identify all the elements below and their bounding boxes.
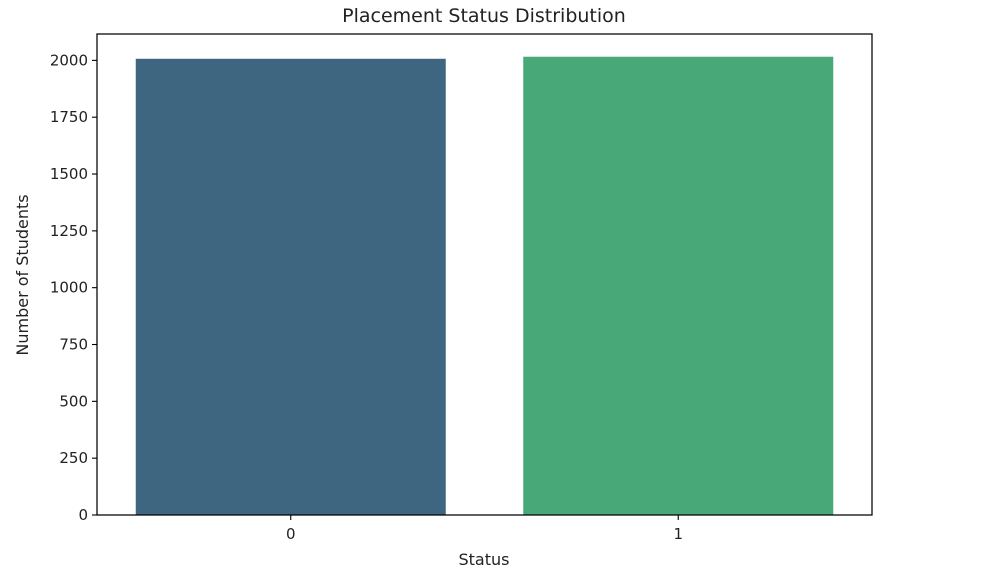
x-tick-label: 1 (673, 525, 683, 543)
chart-title: Placement Status Distribution (342, 5, 626, 27)
y-tick-label: 500 (59, 392, 88, 410)
y-tick-label: 2000 (50, 51, 88, 69)
y-axis-label: Number of Students (13, 194, 32, 355)
y-tick-label: 0 (78, 506, 88, 524)
y-tick-label: 1250 (50, 222, 88, 240)
y-axis-ticks: 0 250 500 750 1000 1250 1500 1750 2000 (50, 51, 97, 524)
y-tick-label: 250 (59, 449, 88, 467)
y-tick-label: 1000 (50, 279, 88, 297)
axes-frame (96, 33, 873, 516)
bar-0 (135, 58, 446, 515)
x-tick-label: 0 (286, 525, 296, 543)
y-tick-label: 1750 (50, 108, 88, 126)
y-tick-label: 750 (59, 336, 88, 354)
bar-1 (523, 56, 834, 515)
bars-group (135, 56, 834, 515)
y-tick-label: 1500 (50, 165, 88, 183)
x-axis-label: Status (459, 550, 510, 569)
